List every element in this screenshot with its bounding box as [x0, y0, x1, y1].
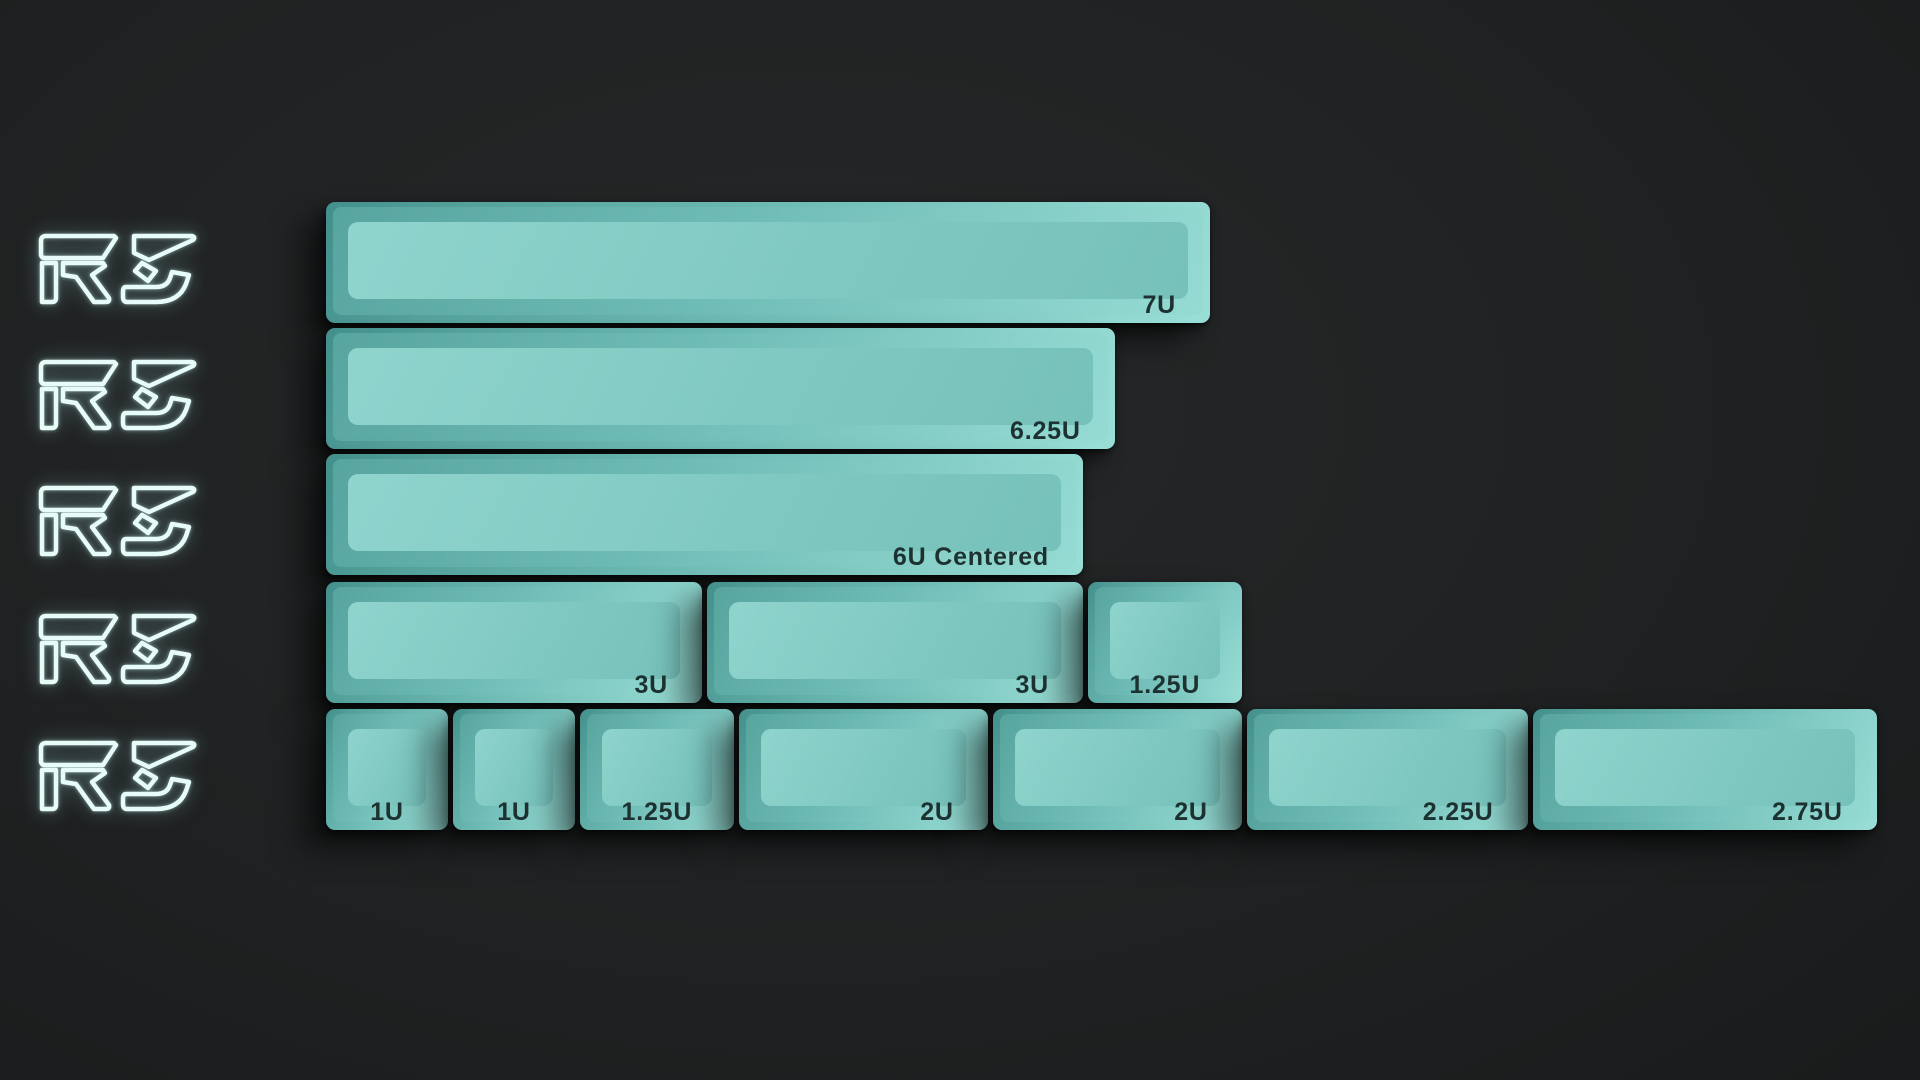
keycap-size-legend: 2U — [1174, 798, 1208, 826]
r3-logo-stroke — [60, 767, 112, 812]
keycap: 1.25U — [580, 709, 734, 830]
keycap: 7U — [326, 202, 1210, 323]
r3-logo-stroke — [39, 260, 59, 305]
keycap: 3U — [707, 582, 1083, 703]
r3-logo-stroke — [132, 767, 159, 791]
r3-logo-stroke — [131, 613, 197, 643]
keycap-row: 6.25U — [326, 328, 1115, 449]
keycap-size-legend: 3U — [634, 671, 668, 699]
keycap-row: 7U — [326, 202, 1210, 323]
keycap: 2U — [738, 709, 988, 830]
r3-logo-stroke — [131, 359, 197, 389]
r3-logo — [38, 613, 197, 685]
keycap-size-legend: 3U — [1015, 671, 1049, 699]
r3-logo-stroke — [60, 512, 112, 557]
r3-logo-stroke — [39, 512, 59, 557]
keycap-size-legend: 2.75U — [1772, 798, 1843, 826]
r3-logo-stroke — [60, 640, 112, 685]
keycap-row: 3U 3U 1.25U — [326, 582, 1242, 703]
r3-logo-stroke — [132, 640, 159, 664]
r3-logo — [38, 485, 197, 557]
r3-logo-stroke — [38, 233, 119, 261]
keycap: 2.25U — [1246, 709, 1528, 830]
keycap: 2.75U — [1532, 709, 1877, 830]
r3-logo-stroke — [38, 740, 119, 768]
r3-logo-stroke — [120, 649, 192, 685]
r3-logo — [38, 740, 197, 812]
keycap-size-legend: 7U — [1142, 291, 1176, 319]
keycap: 1.25U — [1088, 582, 1242, 703]
keycap-size-legend: 1.25U — [1129, 671, 1201, 699]
r3-logo — [38, 233, 197, 305]
keycap: 1U — [453, 709, 575, 830]
r3-logo-stroke — [60, 386, 112, 431]
r3-logo-stroke — [120, 395, 192, 431]
r3-logo-stroke — [120, 269, 192, 305]
r3-logo-stroke — [132, 512, 159, 536]
keycap-size-legend: 1U — [370, 798, 404, 826]
keycap: 2U — [992, 709, 1242, 830]
r3-logo-stroke — [39, 767, 59, 812]
r3-logo-stroke — [39, 386, 59, 431]
keycap-size-legend: 1U — [497, 798, 531, 826]
r3-logo-stroke — [38, 359, 119, 387]
r3-logo-stroke — [120, 776, 192, 812]
keycap: 3U — [326, 582, 702, 703]
keycap-size-legend: 1.25U — [621, 798, 693, 826]
keycap-row: 6U Centered — [326, 454, 1083, 575]
r3-logo-stroke — [132, 386, 159, 410]
r3-logo-stroke — [131, 233, 197, 263]
keycap: 1U — [326, 709, 448, 830]
keycap: 6.25U — [326, 328, 1115, 449]
r3-logo-stroke — [39, 640, 59, 685]
r3-logo-stroke — [132, 260, 159, 284]
keycap-size-legend: 2.25U — [1422, 798, 1494, 826]
r3-logo-stroke — [120, 521, 192, 557]
keycap-size-legend: 6U Centered — [892, 543, 1049, 571]
keycap-size-legend: 6.25U — [1010, 417, 1081, 445]
r3-logo-stroke — [60, 260, 112, 305]
keycap-size-legend: 2U — [920, 798, 954, 826]
r3-logo-stroke — [131, 740, 197, 770]
r3-logo-stroke — [131, 485, 197, 515]
keycap: 6U Centered — [326, 454, 1083, 575]
keycap-row: 1U 1U 1.25U 2U 2U 2.25U 2.75U — [326, 709, 1877, 830]
r3-logo-stroke — [38, 485, 119, 513]
r3-logo-stroke — [38, 613, 119, 641]
r3-logo — [38, 359, 197, 431]
